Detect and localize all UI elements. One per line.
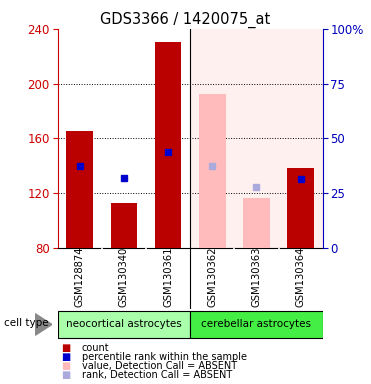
Polygon shape	[35, 314, 52, 335]
Text: ■: ■	[61, 343, 70, 353]
Text: cerebellar astrocytes: cerebellar astrocytes	[201, 319, 311, 329]
Text: ■: ■	[61, 361, 70, 371]
Bar	[243, 199, 270, 248]
Text: ■: ■	[61, 370, 70, 380]
Bar	[66, 131, 93, 248]
Bar	[155, 43, 181, 248]
Text: GSM130363: GSM130363	[252, 247, 262, 307]
Text: neocortical astrocytes: neocortical astrocytes	[66, 319, 182, 329]
Text: GSM130362: GSM130362	[207, 247, 217, 308]
Text: GDS3366 / 1420075_at: GDS3366 / 1420075_at	[101, 12, 270, 28]
Text: percentile rank within the sample: percentile rank within the sample	[82, 352, 247, 362]
Bar	[190, 29, 323, 248]
Bar	[288, 168, 314, 248]
Text: count: count	[82, 343, 109, 353]
Bar	[199, 94, 226, 248]
Bar	[190, 311, 323, 338]
Text: GSM130364: GSM130364	[296, 247, 306, 307]
Text: GSM128874: GSM128874	[75, 247, 85, 308]
Text: cell type: cell type	[4, 318, 48, 328]
Bar	[111, 202, 137, 248]
Text: GSM130361: GSM130361	[163, 247, 173, 308]
Text: ■: ■	[61, 352, 70, 362]
Text: rank, Detection Call = ABSENT: rank, Detection Call = ABSENT	[82, 370, 232, 380]
Text: GSM130340: GSM130340	[119, 247, 129, 307]
Text: value, Detection Call = ABSENT: value, Detection Call = ABSENT	[82, 361, 237, 371]
Bar	[58, 311, 190, 338]
